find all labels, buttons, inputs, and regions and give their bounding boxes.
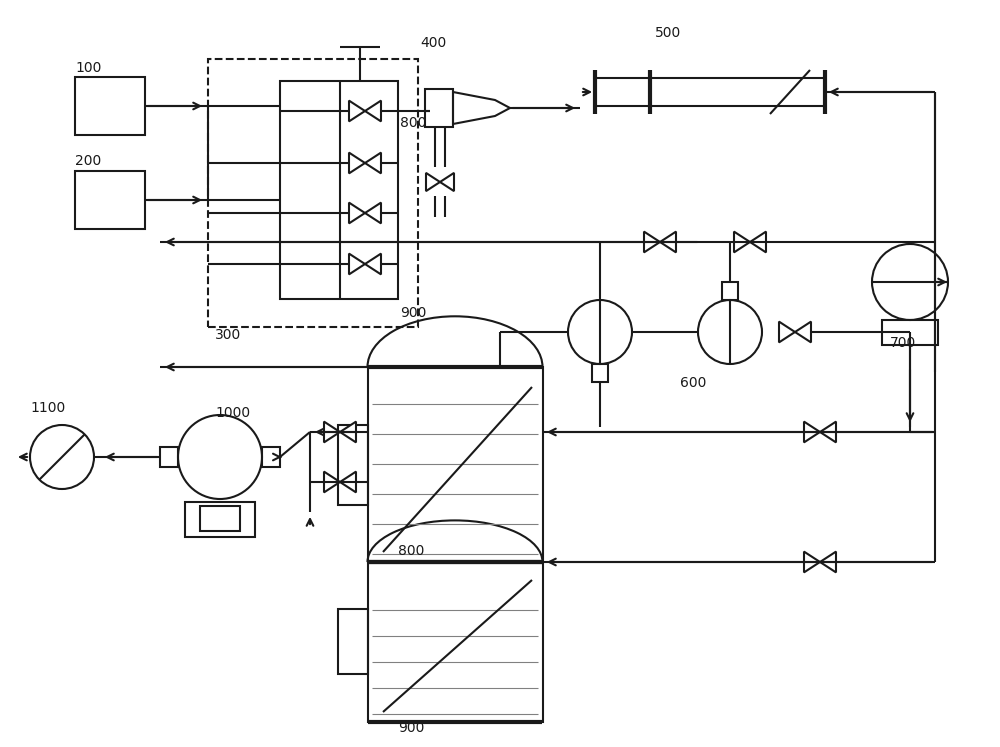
Text: 700: 700 xyxy=(890,336,916,350)
Bar xyxy=(882,320,938,345)
Bar xyxy=(262,447,280,467)
Text: 900: 900 xyxy=(398,721,424,735)
Text: 200: 200 xyxy=(75,154,101,168)
Polygon shape xyxy=(440,173,454,191)
Bar xyxy=(75,171,145,229)
Polygon shape xyxy=(750,232,766,252)
Text: 800: 800 xyxy=(400,116,426,130)
Polygon shape xyxy=(324,471,340,492)
Polygon shape xyxy=(340,471,356,492)
Text: 400: 400 xyxy=(420,36,446,50)
Text: 900: 900 xyxy=(400,306,426,320)
Polygon shape xyxy=(804,421,820,442)
Polygon shape xyxy=(804,551,820,572)
Polygon shape xyxy=(779,322,795,342)
Text: 800: 800 xyxy=(398,544,424,558)
Bar xyxy=(338,609,368,674)
Text: 1000: 1000 xyxy=(215,406,250,420)
Bar xyxy=(368,562,543,722)
Polygon shape xyxy=(349,152,365,173)
Polygon shape xyxy=(365,253,381,274)
Polygon shape xyxy=(734,232,750,252)
Bar xyxy=(160,447,178,467)
Bar xyxy=(75,77,145,135)
Polygon shape xyxy=(365,202,381,223)
Polygon shape xyxy=(340,421,356,442)
Text: 1100: 1100 xyxy=(30,401,65,415)
Bar xyxy=(208,59,418,327)
Polygon shape xyxy=(660,232,676,252)
Polygon shape xyxy=(820,421,836,442)
Bar xyxy=(592,364,608,382)
Text: 500: 500 xyxy=(655,26,681,40)
Text: 300: 300 xyxy=(215,328,241,342)
Polygon shape xyxy=(644,232,660,252)
Text: 600: 600 xyxy=(680,376,706,390)
Polygon shape xyxy=(426,173,440,191)
Polygon shape xyxy=(365,101,381,122)
Bar xyxy=(368,367,543,562)
Polygon shape xyxy=(349,202,365,223)
Bar xyxy=(722,282,738,300)
Polygon shape xyxy=(820,551,836,572)
Polygon shape xyxy=(349,253,365,274)
Polygon shape xyxy=(365,152,381,173)
Bar xyxy=(338,425,368,505)
Bar xyxy=(185,502,255,537)
Bar xyxy=(280,81,398,299)
Polygon shape xyxy=(324,421,340,442)
Bar xyxy=(200,506,240,531)
Bar xyxy=(425,89,453,127)
Polygon shape xyxy=(795,322,811,342)
Text: 100: 100 xyxy=(75,61,101,75)
Polygon shape xyxy=(349,101,365,122)
